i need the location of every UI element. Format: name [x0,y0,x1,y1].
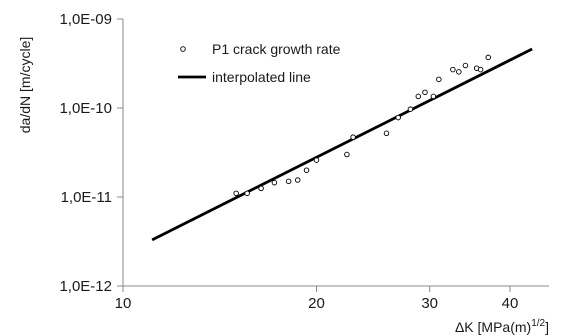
interpolated-line [151,47,533,242]
y-tick-label-1: 1,0E-11 [61,189,112,206]
data-point-19 [462,62,469,69]
data-point-1 [244,190,250,197]
data-point-5 [294,177,301,183]
legend-marker-crack-growth [180,46,186,52]
legend-label-interpolated: interpolated line [212,69,311,85]
x-axis-title-main: ΔK [MPa(m) [455,319,531,335]
y-tick-label-0: 1,0E-12 [59,278,112,295]
x-tick-label-1: 20 [308,295,325,312]
y-ticks: 1,0E-12 1,0E-11 1,0E-10 1,0E-09 [59,11,123,295]
data-point-2 [258,185,264,192]
data-point-22 [485,54,491,61]
interpolated-line-series [151,47,533,242]
data-point-17 [450,66,456,73]
legend-label-crack-growth: P1 crack growth rate [212,41,341,57]
data-point-7 [313,157,320,163]
data-point-13 [415,93,422,100]
data-point-4 [285,178,292,185]
data-point-3 [271,179,278,186]
data-point-9 [350,134,356,140]
y-tick-label-3: 1,0E-09 [59,11,112,28]
x-tick-label-3: 40 [502,295,519,312]
x-axis-title-superscript: 1/2 [531,318,545,329]
data-point-12 [407,106,414,112]
data-point-21 [477,66,484,73]
x-axis-title-end: ] [545,319,549,335]
axes [122,19,549,287]
legend: P1 crack growth rate interpolated line [178,41,341,85]
data-point-16 [436,76,442,83]
data-point-11 [395,114,401,121]
data-point-15 [430,93,437,100]
data-point-0 [233,190,239,197]
x-ticks: 10 20 30 40 [115,286,519,312]
data-point-8 [344,151,350,158]
y-axis-title: da/dN [m/cycle] [17,37,33,133]
x-axis-title: ΔK [MPa(m)1/2] [455,318,549,335]
x-tick-label-2: 30 [421,295,438,312]
data-point-14 [422,89,428,96]
y-tick-label-2: 1,0E-10 [59,100,112,117]
data-point-10 [383,130,390,137]
data-point-18 [456,69,462,75]
crack-growth-rate-series [233,54,491,197]
data-point-6 [303,167,310,173]
x-tick-label-0: 10 [115,295,132,312]
